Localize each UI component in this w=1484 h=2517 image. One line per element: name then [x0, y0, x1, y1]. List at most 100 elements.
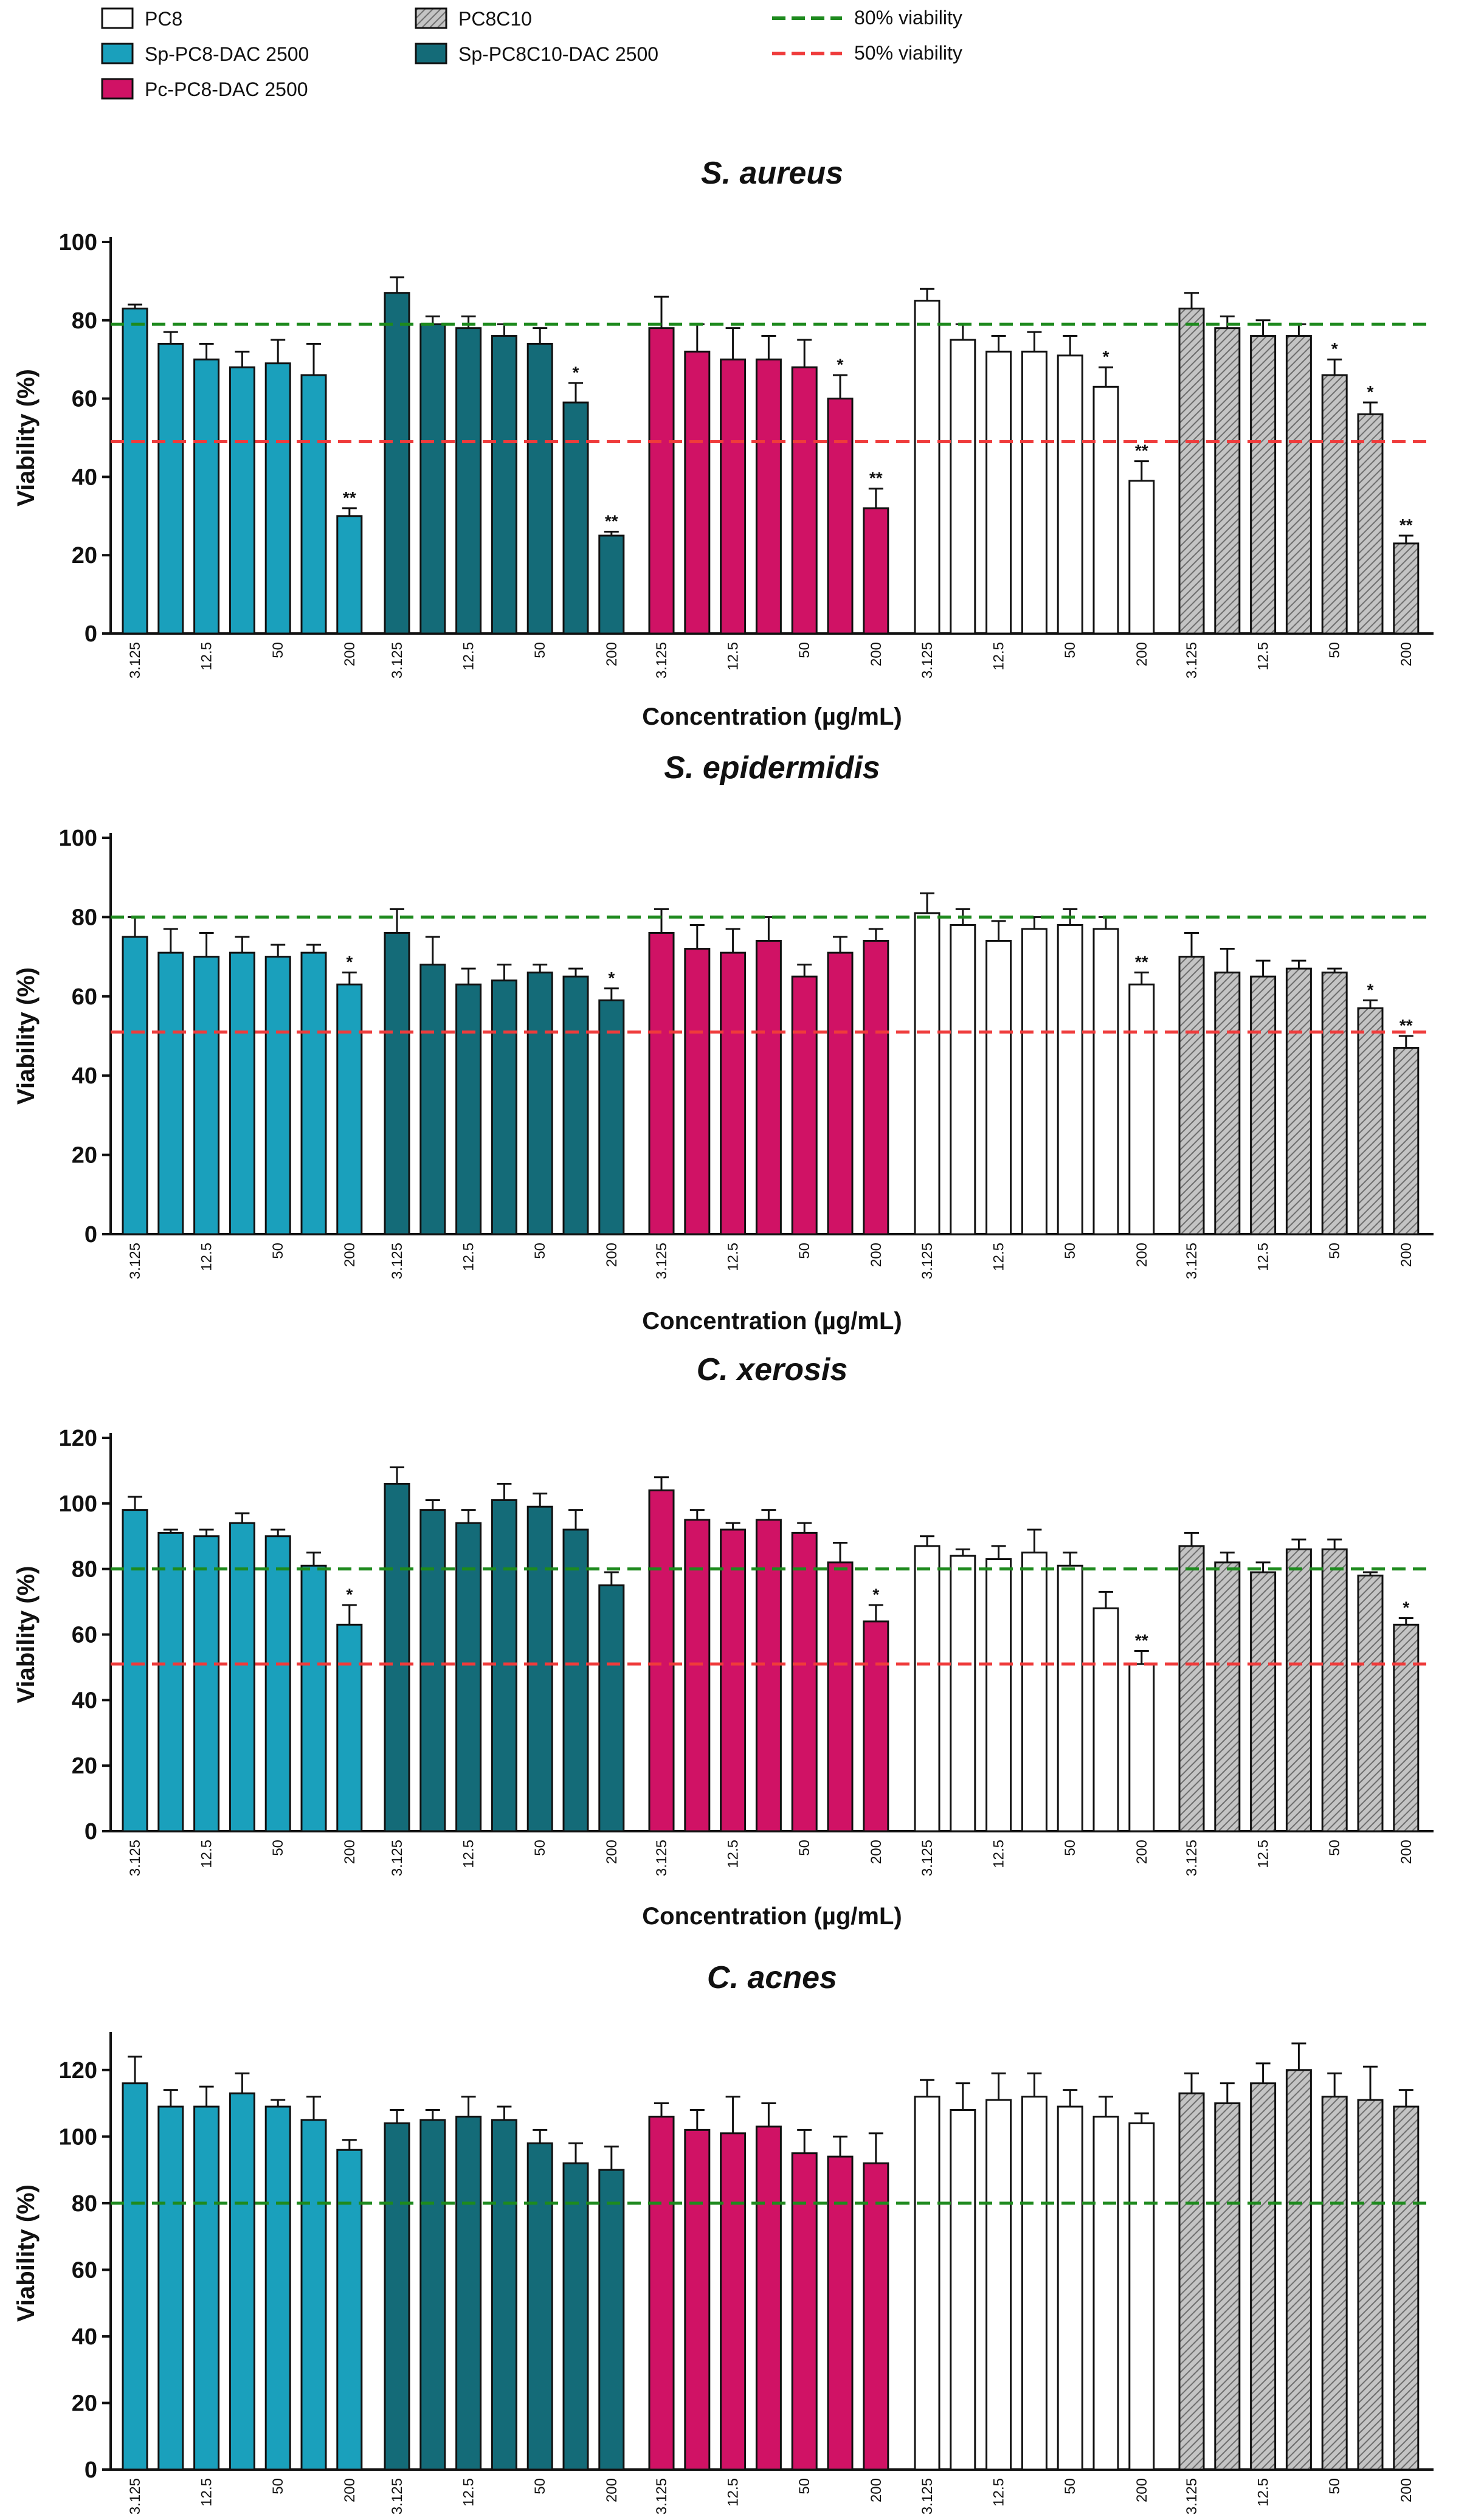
x-tick-label: 3.125 — [654, 1840, 670, 1876]
chart-title: S. epidermidis — [664, 750, 880, 785]
x-tick-label: 3.125 — [389, 1243, 406, 1279]
bar — [598, 2169, 625, 2471]
bar — [950, 1555, 976, 1832]
x-tick-label: 50 — [796, 2478, 813, 2495]
legend-swatch-pc8 — [101, 7, 134, 29]
bar — [419, 1509, 446, 1832]
bar — [526, 2142, 553, 2471]
x-tick-label: 200 — [868, 2478, 885, 2502]
legend-label-sp-pc8c10-dac: Sp-PC8C10-DAC 2500 — [458, 43, 658, 65]
bar — [526, 342, 553, 635]
y-tick-label: 120 — [59, 1426, 97, 1451]
legend-swatch-sp-pc8-dac — [101, 43, 134, 64]
bar — [1178, 307, 1205, 635]
bar — [755, 358, 782, 635]
bar — [1250, 2082, 1277, 2471]
bar — [193, 358, 220, 635]
bar — [914, 1545, 940, 1832]
bar — [336, 2149, 363, 2471]
x-tick-label: 200 — [1398, 2478, 1415, 2502]
bar — [562, 401, 589, 635]
y-tick-label: 60 — [72, 1623, 97, 1648]
x-tick-label: 3.125 — [389, 642, 406, 678]
chart-title: C. xerosis — [697, 1352, 848, 1387]
x-tick-label: 50 — [532, 1243, 548, 1259]
x-tick-label: 3.125 — [654, 2478, 670, 2515]
x-tick-label: 3.125 — [127, 642, 143, 678]
bar — [1178, 2092, 1205, 2471]
x-tick-label: 3.125 — [1184, 642, 1200, 678]
x-tick-label: 12.5 — [725, 642, 742, 671]
bar — [827, 398, 854, 635]
bar — [157, 1531, 184, 1832]
bar — [684, 350, 711, 635]
significance-marker: ** — [343, 488, 356, 507]
bar — [157, 342, 184, 635]
x-tick-label: 12.5 — [461, 1840, 477, 1868]
x-tick-label: 3.125 — [389, 1840, 406, 1876]
x-tick-label: 3.125 — [1184, 1840, 1200, 1876]
bar — [720, 951, 747, 1235]
bar — [1021, 1552, 1047, 1832]
bar — [1321, 374, 1348, 635]
y-axis-label: Viability (%) — [13, 369, 40, 506]
bar — [598, 534, 625, 635]
legend-item-pc8: PC8 — [101, 7, 182, 30]
x-tick-label: 12.5 — [461, 642, 477, 671]
y-tick-label: 60 — [72, 387, 97, 412]
x-tick-label: 3.125 — [127, 1840, 143, 1876]
x-tick-label: 200 — [868, 642, 885, 666]
y-tick-label: 0 — [85, 2457, 97, 2483]
x-tick-label: 50 — [1062, 642, 1078, 658]
y-tick-label: 40 — [72, 464, 97, 490]
bar — [384, 2122, 410, 2471]
bar — [491, 2119, 517, 2471]
bar — [264, 1535, 291, 1832]
x-tick-label: 3.125 — [919, 1243, 936, 1279]
x-tick-label: 50 — [1327, 2478, 1343, 2495]
x-axis-label: Concentration (µg/mL) — [642, 703, 902, 730]
significance-marker: * — [1367, 980, 1374, 999]
bar — [950, 339, 976, 635]
legend-item-80-viability: 80% viability — [772, 7, 962, 29]
significance-marker: * — [1367, 382, 1374, 401]
x-tick-label: 200 — [1398, 642, 1415, 666]
x-tick-label: 12.5 — [725, 1243, 742, 1271]
bar — [985, 350, 1012, 635]
y-tick-label: 40 — [72, 1063, 97, 1089]
bar — [193, 1535, 220, 1832]
significance-marker: * — [346, 1585, 353, 1604]
legend-label-50-viability: 50% viability — [854, 42, 962, 64]
bar — [1092, 385, 1119, 635]
x-tick-label: 200 — [1398, 1243, 1415, 1267]
x-axis-label: Concentration (µg/mL) — [642, 1903, 902, 1930]
x-tick-label: 12.5 — [1255, 2478, 1272, 2507]
x-tick-label: 200 — [868, 1243, 885, 1267]
x-tick-label: 50 — [270, 642, 286, 658]
bar — [827, 2155, 854, 2471]
x-tick-label: 12.5 — [1255, 1243, 1272, 1271]
bar — [300, 374, 327, 635]
y-tick-label: 100 — [59, 1491, 97, 1517]
bar — [863, 940, 889, 1235]
x-tick-label: 12.5 — [1255, 1840, 1272, 1868]
x-tick-label: 200 — [1398, 1840, 1415, 1864]
y-tick-label: 0 — [85, 1819, 97, 1845]
bar — [491, 1499, 517, 1832]
bar — [562, 975, 589, 1235]
y-tick-label: 0 — [85, 1222, 97, 1248]
bar — [985, 1558, 1012, 1832]
bar — [1393, 542, 1420, 635]
y-tick-label: 60 — [72, 2257, 97, 2283]
bar — [1393, 2105, 1420, 2471]
y-tick-label: 20 — [72, 2391, 97, 2416]
y-tick-label: 80 — [72, 2191, 97, 2217]
x-tick-label: 3.125 — [389, 2478, 406, 2515]
bar — [648, 1489, 675, 1832]
x-tick-label: 3.125 — [127, 1243, 143, 1279]
bar — [1057, 354, 1083, 635]
legend-item-50-viability: 50% viability — [772, 42, 962, 64]
bar — [122, 2082, 148, 2471]
bar — [1057, 1564, 1083, 1832]
bar — [455, 983, 482, 1235]
